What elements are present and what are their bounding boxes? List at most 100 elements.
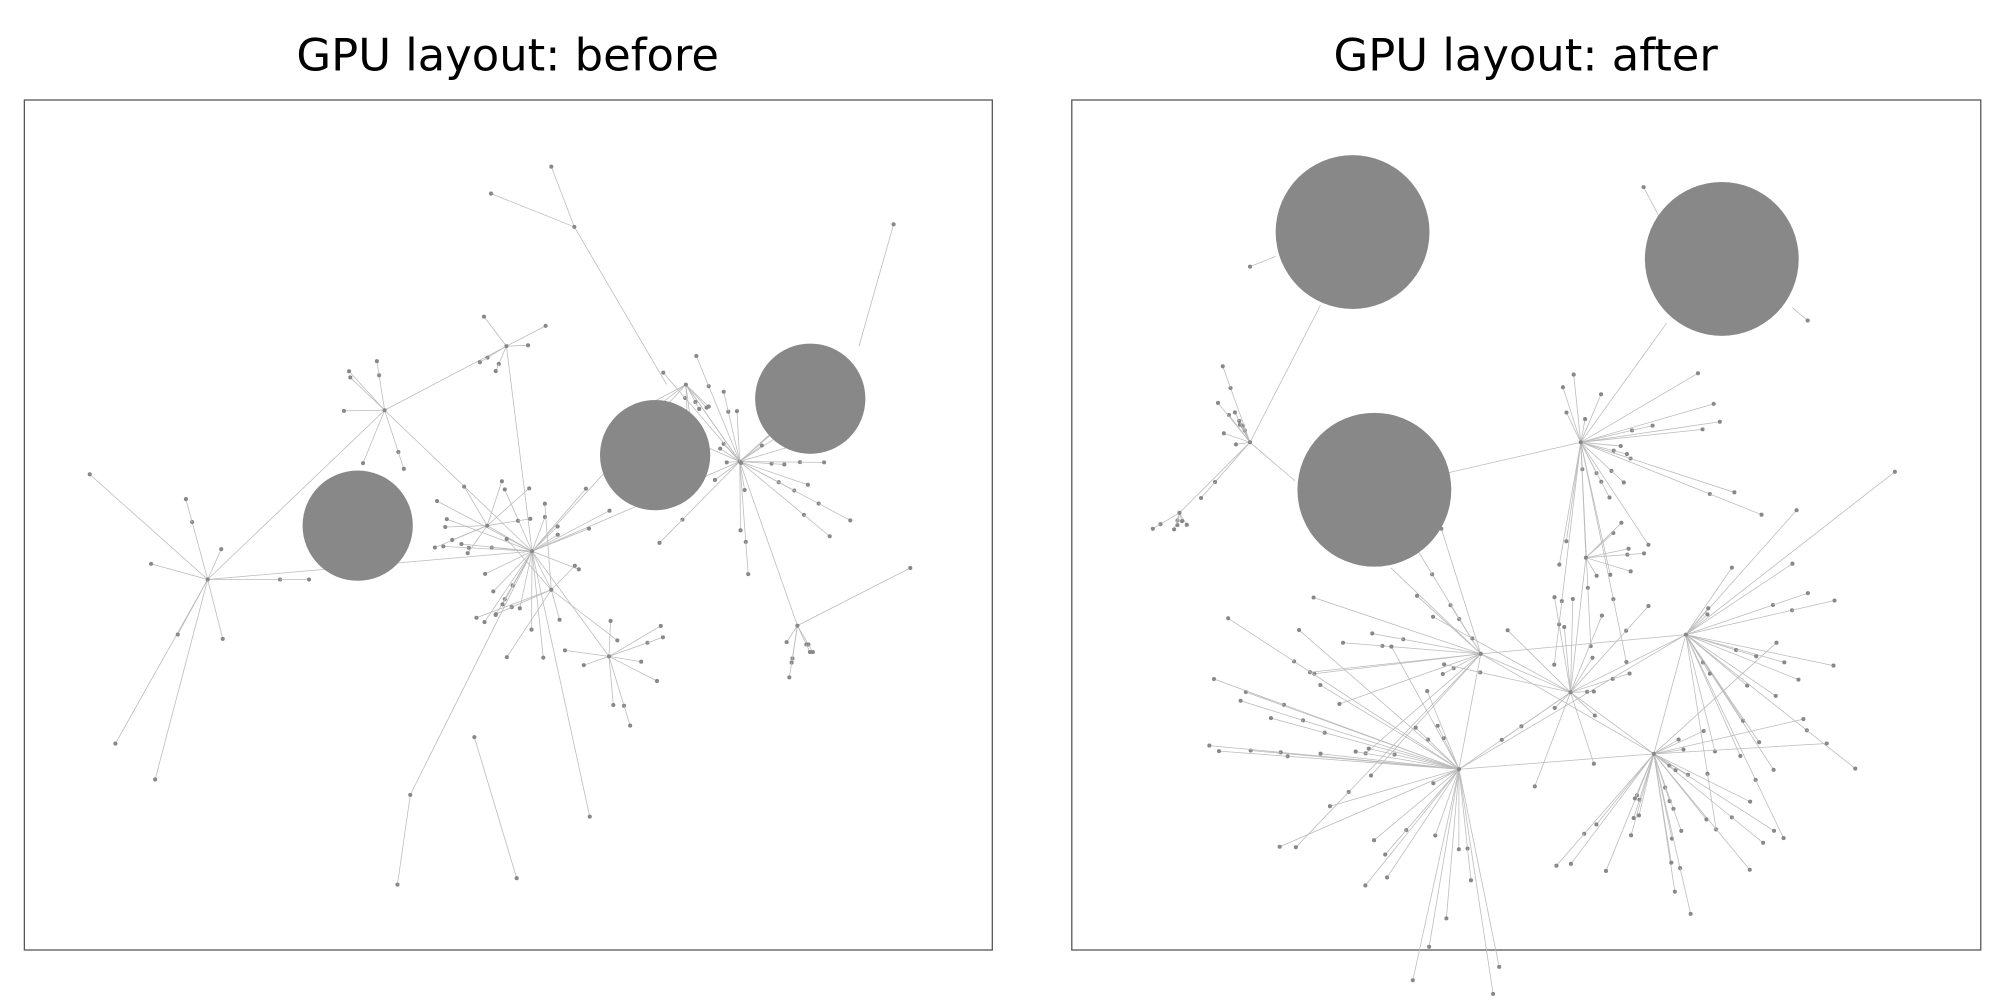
graph-node [555, 532, 560, 537]
graph-edge [1458, 769, 1494, 994]
graph-node [804, 642, 809, 647]
graph-node [1552, 595, 1557, 600]
graph-edge [1673, 808, 1682, 832]
graph-edge [1458, 769, 1468, 849]
graph-node [549, 587, 554, 592]
graph-node [1801, 717, 1806, 722]
graph-edge [1480, 653, 1655, 755]
graph-edge [531, 488, 587, 552]
graph-node [1711, 401, 1716, 406]
graph-edge [1370, 653, 1482, 776]
graph-node [587, 814, 592, 819]
graph-node [1312, 671, 1317, 676]
graph-edge [1160, 512, 1180, 525]
graph-edge [376, 361, 380, 376]
graph-edge [1553, 601, 1563, 665]
graph-edge [1472, 638, 1571, 693]
graph-node [1628, 569, 1633, 574]
graph-node [718, 446, 723, 451]
graph-node [738, 528, 743, 533]
graph-edge [531, 551, 544, 658]
graph-edge [1562, 387, 1582, 443]
graph-node [1435, 723, 1440, 728]
graph-node [1603, 868, 1609, 873]
graph-node [822, 460, 827, 465]
graph-node [1700, 427, 1705, 432]
graph-edge [1653, 743, 1827, 755]
graph-edge [436, 500, 533, 552]
graph-node [543, 323, 548, 328]
graph-edge [348, 370, 385, 411]
graph-edge [207, 579, 224, 640]
graph-node [746, 572, 751, 577]
graph-edge [1585, 554, 1628, 559]
graph-edge [1570, 691, 1655, 755]
graph-edge [739, 461, 809, 486]
graph-edge [788, 662, 793, 678]
graph-node [628, 723, 633, 728]
graph-node [542, 514, 548, 520]
graph-edge [397, 794, 411, 885]
graph-edge [1222, 366, 1231, 389]
graph-edge [115, 579, 209, 744]
graph-node [434, 498, 440, 504]
graph-edge [727, 411, 741, 462]
graph-edge [1630, 753, 1655, 836]
graph-node [807, 650, 812, 655]
graph-node [149, 561, 154, 566]
graph-node [848, 518, 853, 523]
graph-edge [1313, 597, 1481, 655]
graph-node [1532, 784, 1537, 789]
graph-edge [1453, 653, 1481, 669]
graph-edge [476, 589, 552, 619]
graph-edge [1295, 791, 1349, 848]
graph-node [466, 545, 471, 550]
graph-node [789, 660, 794, 665]
graph-edge [1772, 592, 1808, 606]
graph-edge [1235, 441, 1251, 445]
graph-node [401, 466, 406, 471]
graph-node [1440, 671, 1445, 677]
graph-node [1184, 522, 1189, 527]
graph-edge [1223, 432, 1251, 443]
graph-edge [484, 551, 533, 623]
graph-edge [1570, 634, 1687, 693]
graph-edge [1563, 626, 1571, 693]
graph-node [557, 617, 562, 622]
graph-edge [1440, 528, 1482, 654]
graph-edge [1298, 629, 1460, 770]
graph-edge [1480, 634, 1686, 655]
graph-edge [1685, 634, 1808, 731]
graph-edge [803, 514, 830, 537]
graph-edge [1382, 645, 1481, 655]
graph-node [1277, 844, 1282, 849]
graph-node [360, 461, 366, 466]
graph-edge [517, 518, 531, 522]
graph-node [1624, 659, 1629, 665]
graph-edge [1240, 700, 1304, 721]
graph-edge [89, 474, 208, 580]
graph-node [622, 703, 627, 708]
graph-node [1585, 585, 1590, 590]
graph-edge [384, 410, 399, 453]
graph-edge [1249, 256, 1276, 268]
graph-node [1233, 442, 1239, 447]
graph-node [658, 623, 663, 629]
graph-node [1688, 911, 1693, 916]
graph-node [462, 484, 467, 489]
graph-node [694, 353, 699, 359]
graph-node [529, 627, 534, 632]
graph-edge [1501, 726, 1522, 741]
graph-node [1651, 751, 1656, 756]
graph-node [1389, 644, 1394, 649]
graph-node [1627, 671, 1632, 676]
panel-frame-after [1071, 99, 1982, 951]
graph-edge [550, 589, 560, 620]
graph-edge [1685, 608, 1709, 635]
graph-node [1221, 431, 1226, 436]
graph-node [1425, 689, 1430, 694]
graph-edge [685, 384, 742, 464]
graph-edge [608, 625, 661, 657]
graph-edge [1283, 704, 1460, 770]
graph-node [1610, 676, 1615, 681]
